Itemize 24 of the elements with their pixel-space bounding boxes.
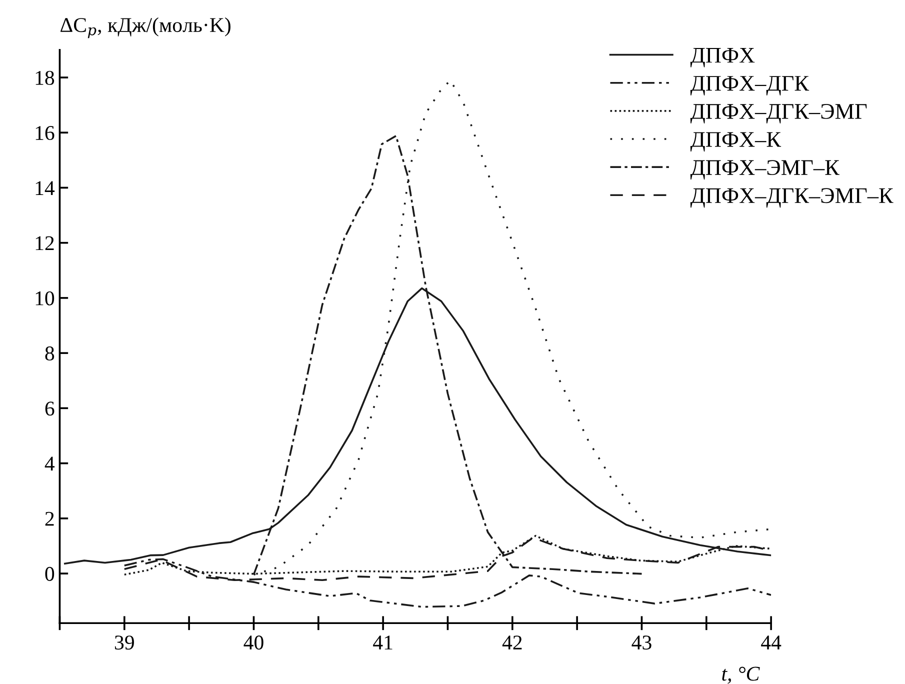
y-tick-label: 14 — [36, 181, 55, 195]
x-tick-label: 40 — [244, 636, 264, 650]
x-axis-title: t, °C — [722, 666, 760, 684]
x-tick-label: 42 — [502, 636, 522, 650]
legend-label: ДПФХ–ЭМГ–К — [690, 160, 840, 180]
x-tick-label: 44 — [761, 636, 782, 650]
y-tick-label: 6 — [45, 402, 54, 416]
y-tick-label: 2 — [45, 512, 54, 526]
y-tick-label: 0 — [45, 566, 54, 581]
y-axis-title: ΔC$_{p}$, кДж/(моль·K) — [60, 17, 230, 38]
y-tick-label: 16 — [36, 126, 54, 140]
legend-label: ДПФХ–ДГК–ЭМГ — [690, 104, 867, 124]
legend-label: ДПФХ–К — [690, 132, 782, 152]
y-tick-label: 8 — [45, 346, 54, 360]
legend-label: ДПФХ — [690, 48, 755, 68]
y-tick-label: 4 — [44, 456, 55, 471]
legend-label: ДПФХ–ДГК–ЭМГ–К — [690, 188, 894, 208]
y-tick-label: 10 — [36, 291, 54, 306]
x-tick-label: 43 — [632, 636, 652, 650]
y-tick-label: 18 — [36, 70, 54, 85]
x-tick-label: 39 — [114, 636, 134, 650]
x-tick-label: 41 — [373, 636, 392, 650]
y-tick-label: 12 — [36, 236, 54, 250]
legend-label: ДПФХ–ДГК — [690, 76, 810, 96]
